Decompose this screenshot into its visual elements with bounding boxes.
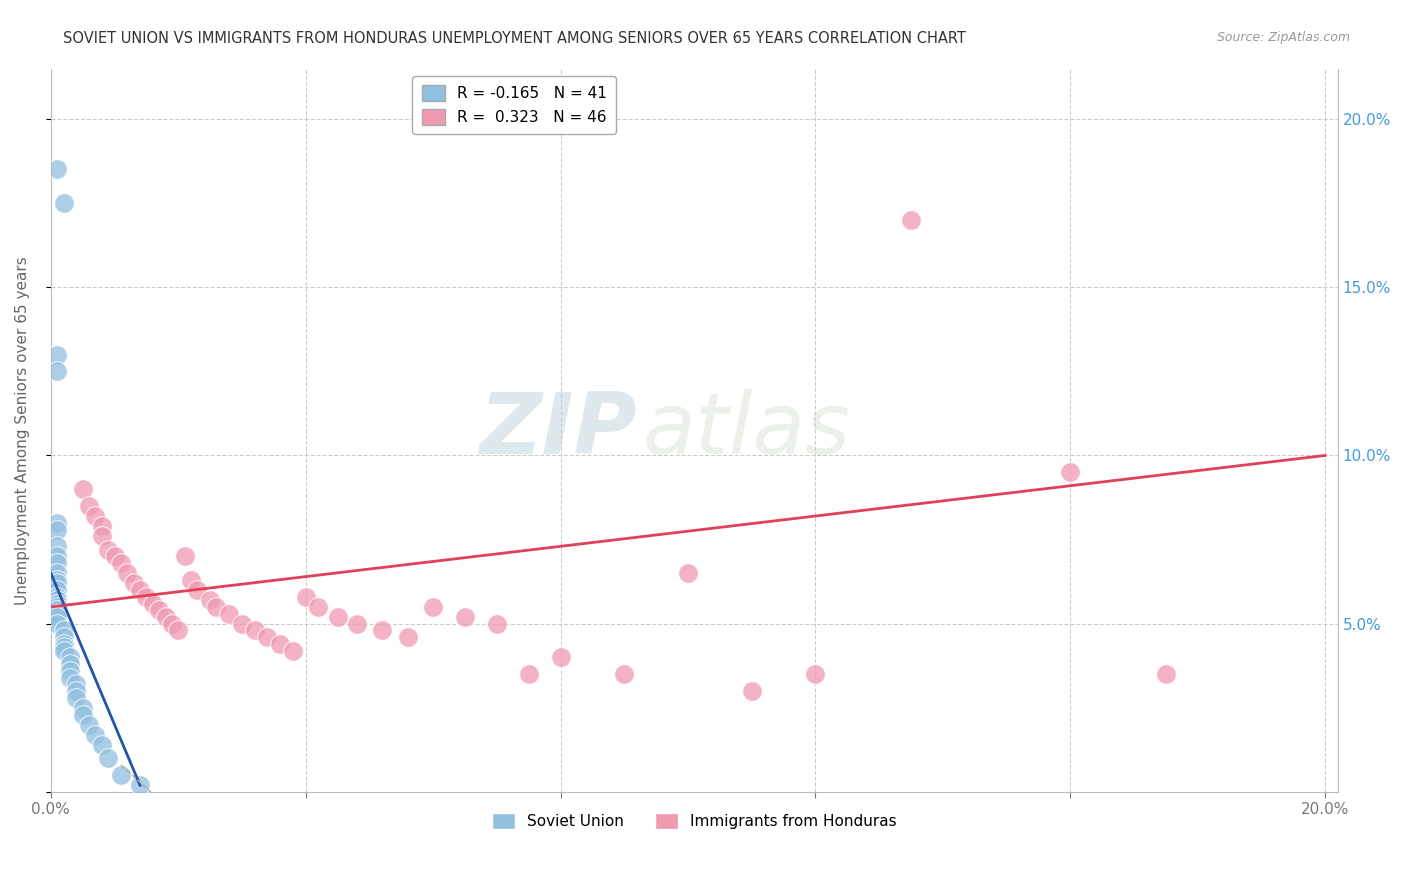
Point	[46, 607, 69, 621]
Point	[485, 616, 508, 631]
Point	[46, 616, 69, 631]
Point	[90, 519, 112, 533]
Text: ZIP: ZIP	[479, 389, 637, 472]
Point	[613, 667, 636, 681]
Point	[52, 643, 75, 657]
Point	[65, 690, 87, 705]
Point	[46, 590, 69, 604]
Legend: Soviet Union, Immigrants from Honduras: Soviet Union, Immigrants from Honduras	[486, 806, 903, 835]
Text: atlas: atlas	[643, 389, 851, 472]
Point	[422, 599, 444, 614]
Point	[46, 549, 69, 564]
Point	[52, 624, 75, 638]
Point	[804, 667, 827, 681]
Point	[46, 523, 69, 537]
Point	[117, 566, 139, 581]
Point	[46, 347, 69, 361]
Point	[1154, 667, 1177, 681]
Y-axis label: Unemployment Among Seniors over 65 years: Unemployment Among Seniors over 65 years	[15, 256, 30, 605]
Point	[205, 599, 228, 614]
Point	[90, 529, 112, 543]
Point	[46, 599, 69, 614]
Point	[46, 593, 69, 607]
Point	[52, 196, 75, 211]
Point	[173, 549, 195, 564]
Point	[550, 650, 572, 665]
Point	[52, 640, 75, 655]
Point	[46, 516, 69, 530]
Point	[256, 630, 278, 644]
Point	[129, 583, 152, 598]
Point	[243, 624, 266, 638]
Point	[517, 667, 540, 681]
Point	[59, 671, 82, 685]
Point	[148, 603, 170, 617]
Point	[46, 162, 69, 177]
Point	[294, 590, 316, 604]
Text: SOVIET UNION VS IMMIGRANTS FROM HONDURAS UNEMPLOYMENT AMONG SENIORS OVER 65 YEAR: SOVIET UNION VS IMMIGRANTS FROM HONDURAS…	[63, 31, 966, 46]
Point	[77, 717, 100, 731]
Point	[90, 738, 112, 752]
Point	[46, 603, 69, 617]
Point	[396, 630, 419, 644]
Point	[110, 768, 132, 782]
Point	[135, 590, 157, 604]
Point	[269, 637, 291, 651]
Point	[97, 751, 120, 765]
Point	[103, 549, 125, 564]
Point	[900, 213, 922, 227]
Point	[676, 566, 699, 581]
Point	[155, 610, 177, 624]
Point	[46, 364, 69, 378]
Point	[59, 650, 82, 665]
Point	[1059, 465, 1081, 479]
Point	[72, 707, 94, 722]
Point	[326, 610, 349, 624]
Point	[46, 610, 69, 624]
Point	[46, 597, 69, 611]
Point	[84, 728, 107, 742]
Point	[231, 616, 253, 631]
Point	[72, 482, 94, 496]
Point	[84, 509, 107, 524]
Point	[46, 583, 69, 598]
Point	[186, 583, 208, 598]
Point	[46, 566, 69, 581]
Point	[371, 624, 394, 638]
Point	[122, 576, 145, 591]
Point	[180, 573, 202, 587]
Point	[65, 684, 87, 698]
Point	[46, 539, 69, 553]
Text: Source: ZipAtlas.com: Source: ZipAtlas.com	[1216, 31, 1350, 45]
Point	[167, 624, 190, 638]
Point	[59, 657, 82, 672]
Point	[454, 610, 477, 624]
Point	[346, 616, 368, 631]
Point	[77, 499, 100, 513]
Point	[52, 630, 75, 644]
Point	[59, 664, 82, 678]
Point	[72, 701, 94, 715]
Point	[46, 573, 69, 587]
Point	[46, 556, 69, 570]
Point	[741, 684, 763, 698]
Point	[198, 593, 221, 607]
Point	[142, 597, 165, 611]
Point	[110, 556, 132, 570]
Point	[52, 637, 75, 651]
Point	[160, 616, 183, 631]
Point	[218, 607, 240, 621]
Point	[46, 576, 69, 591]
Point	[65, 677, 87, 691]
Point	[97, 542, 120, 557]
Point	[281, 643, 304, 657]
Point	[129, 778, 152, 792]
Point	[307, 599, 329, 614]
